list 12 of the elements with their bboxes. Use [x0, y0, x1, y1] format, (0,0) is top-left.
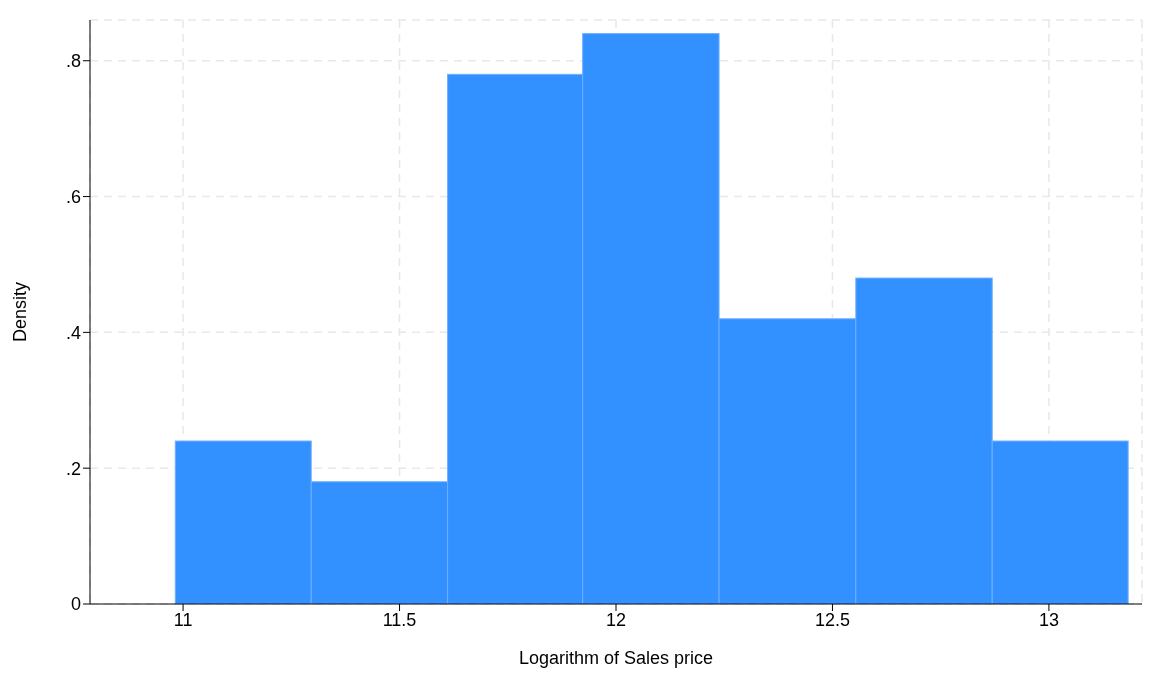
- x-tick-label: 11: [173, 609, 193, 630]
- x-tick-label: 13: [1038, 609, 1059, 630]
- y-tick-label: .4: [65, 322, 81, 343]
- x-tick-label: 11.5: [382, 609, 417, 630]
- y-axis-title: Density: [10, 281, 31, 342]
- y-tick-label: 0: [70, 594, 81, 615]
- x-tick-label: 12: [605, 609, 627, 630]
- x-tick-label: 12.5: [814, 609, 850, 630]
- y-tick-label: .2: [65, 458, 81, 479]
- x-axis-title: Logarithm of Sales price: [518, 648, 714, 668]
- y-tick-label: .8: [65, 51, 81, 72]
- y-tick-label: .6: [65, 186, 81, 207]
